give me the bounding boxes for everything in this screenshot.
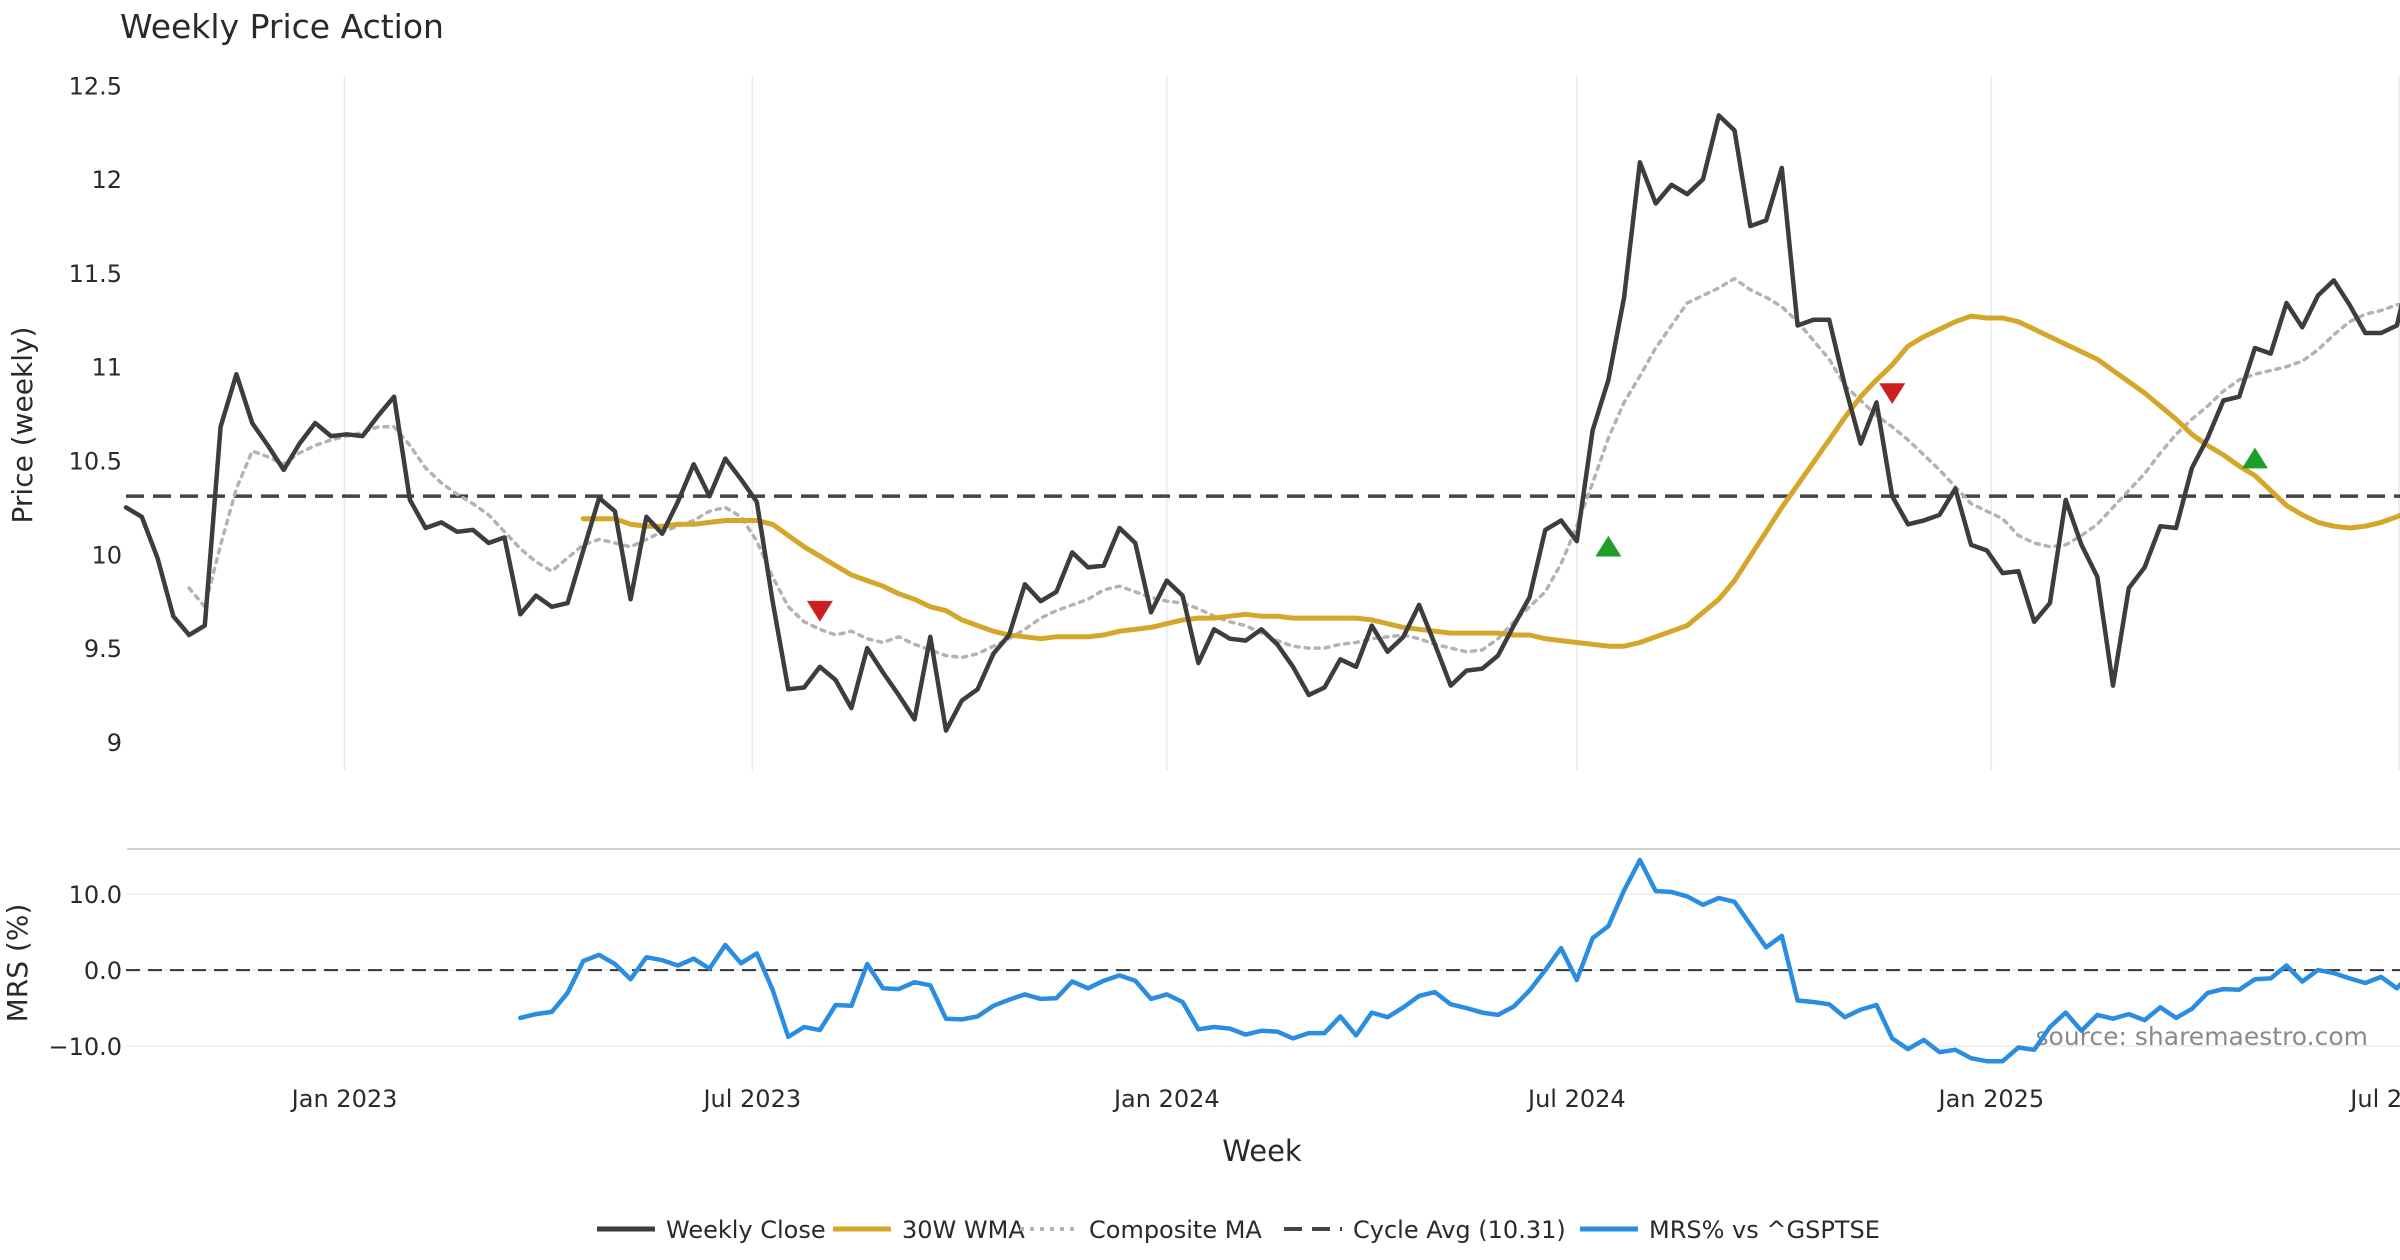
mrs-y-tick-labels: 10.0 0.0 −10.0 bbox=[48, 881, 122, 1061]
sell-signal-marker bbox=[806, 600, 833, 622]
price-y-tick-label: 12.5 bbox=[69, 72, 122, 100]
x-tick-label: Jul 2023 bbox=[701, 1085, 801, 1113]
x-axis-label: Week bbox=[1222, 1134, 1302, 1168]
legend-item-weekly-close: Weekly Close bbox=[597, 1216, 826, 1244]
legend-item-composite-ma: Composite MA bbox=[1020, 1216, 1262, 1244]
price-y-tick-label: 9 bbox=[107, 729, 122, 757]
chart-title: Weekly Price Action bbox=[120, 7, 444, 46]
buy-signal-marker bbox=[1595, 535, 1622, 557]
series-weekly-close bbox=[123, 113, 2400, 733]
reference-lines bbox=[126, 494, 2400, 972]
mrs-y-tick-label: 0.0 bbox=[84, 957, 122, 985]
sell-signal-marker bbox=[1879, 383, 1906, 405]
legend-label: Composite MA bbox=[1089, 1216, 1262, 1244]
price-y-tick-label: 12 bbox=[91, 166, 122, 194]
x-tick-label: Jul 2025 bbox=[2348, 1085, 2400, 1113]
legend-label: MRS% vs ^GSPTSE bbox=[1649, 1216, 1880, 1244]
legend-label: Cycle Avg (10.31) bbox=[1353, 1216, 1566, 1244]
price-y-tick-label: 9.5 bbox=[84, 635, 122, 663]
price-gridlines bbox=[343, 76, 2400, 770]
legend: Weekly Close 30W WMA Composite MA Cycle Avg… bbox=[597, 1216, 1880, 1244]
mrs-axis-label: MRS (%) bbox=[1, 904, 34, 1023]
price-y-tick-labels: 9 9.5 10 10.5 11 11.5 12 12.5 bbox=[69, 72, 122, 756]
x-tick-label: Jan 2023 bbox=[290, 1085, 398, 1113]
mrs-y-tick-label: 10.0 bbox=[69, 881, 122, 909]
x-tick-label: Jan 2025 bbox=[1937, 1085, 2045, 1113]
signal-markers bbox=[806, 383, 2268, 622]
legend-item-cycle-avg-10-31: Cycle Avg (10.31) bbox=[1284, 1216, 1566, 1244]
price-y-tick-label: 10 bbox=[91, 541, 122, 569]
x-tick-labels: Jan 2023 Jul 2023 Jan 2024 Jul 2024 Jan 2025… bbox=[290, 1085, 2400, 1113]
legend-label: Weekly Close bbox=[666, 1216, 826, 1244]
price-y-tick-label: 10.5 bbox=[69, 448, 122, 476]
buy-signal-marker bbox=[2241, 447, 2268, 469]
price-axis-label: Price (weekly) bbox=[6, 327, 39, 524]
series-composite-ma bbox=[187, 276, 2400, 660]
series-layer bbox=[123, 113, 2400, 1064]
price-y-tick-label: 11 bbox=[91, 354, 122, 382]
mrs-y-tick-label: −10.0 bbox=[48, 1033, 122, 1061]
legend-item-mrs-vs-gsptse: MRS% vs ^GSPTSE bbox=[1580, 1216, 1880, 1244]
price-y-tick-label: 11.5 bbox=[69, 260, 122, 288]
legend-label: 30W WMA bbox=[902, 1216, 1025, 1244]
series-mrs-vs-gsptse bbox=[518, 857, 2400, 1064]
series-30w-wma bbox=[580, 313, 2400, 649]
legend-item-30w-wma: 30W WMA bbox=[833, 1216, 1025, 1244]
x-tick-label: Jan 2024 bbox=[1112, 1085, 1220, 1113]
x-tick-label: Jul 2024 bbox=[1526, 1085, 1626, 1113]
